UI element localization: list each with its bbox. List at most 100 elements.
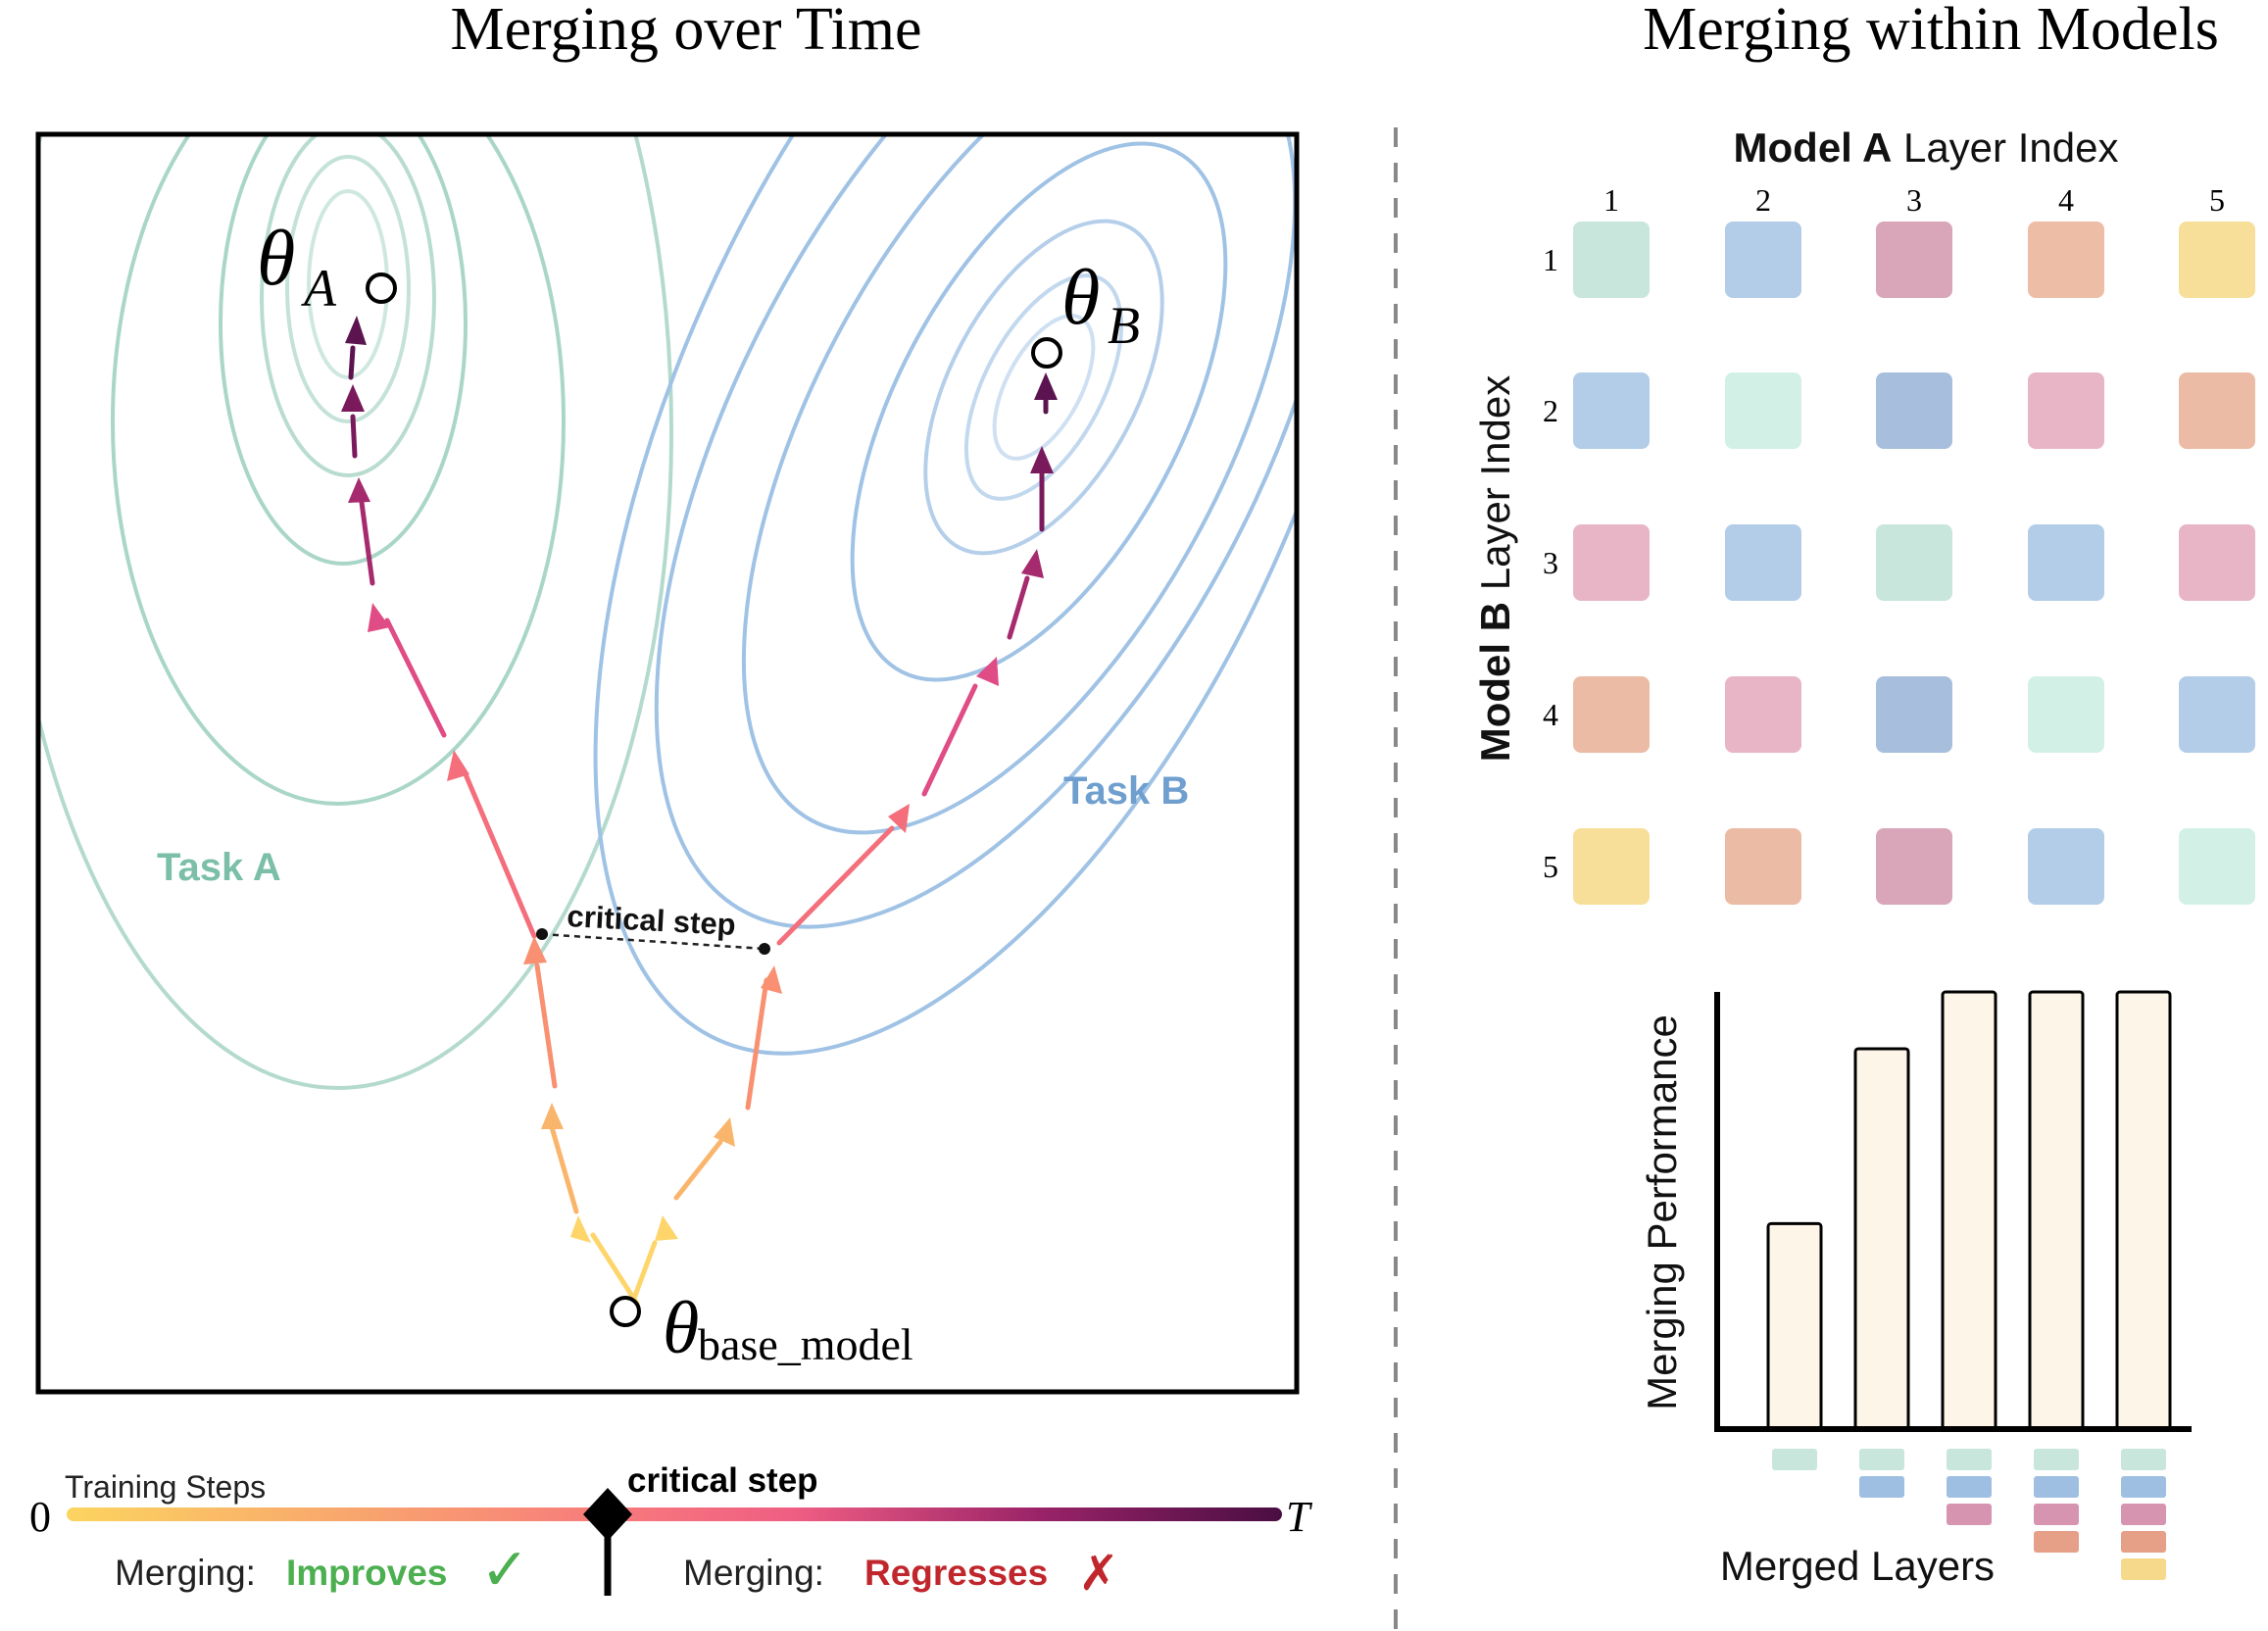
bar [1853, 1047, 1910, 1431]
task-b-label: Task B [1063, 769, 1189, 813]
task-a-label: Task A [157, 846, 281, 889]
layer-cell [1725, 524, 1801, 601]
chart-bars [1766, 990, 2172, 1431]
layer-cell [2179, 372, 2255, 449]
bar [2028, 990, 2085, 1431]
svg-text:base_model: base_model [698, 1319, 913, 1369]
layer-cell [2179, 828, 2255, 905]
timeline-critical-step-label: critical step [627, 1461, 818, 1500]
left-panel-title: Merging over Time [450, 0, 921, 63]
model-a-axis-label: Model A Layer Index [1734, 124, 2119, 171]
theta-b-point [1031, 337, 1062, 369]
row-index: 1 [1543, 242, 1558, 277]
row-index: 3 [1543, 545, 1558, 580]
layer-cell [1573, 524, 1650, 601]
layer-cell [2028, 524, 2104, 601]
svg-text:B: B [1108, 296, 1140, 355]
layer-cell [1876, 828, 1952, 905]
layer-swatch [2034, 1504, 2079, 1525]
trajectory-b-arrowheads [655, 372, 1058, 1241]
layer-swatch [1947, 1476, 1992, 1498]
layer-cell [1876, 676, 1952, 753]
merging-right-prefix: Merging: [683, 1553, 824, 1593]
layer-cell [1573, 676, 1650, 753]
layer-cell [1573, 222, 1650, 298]
row-index: 5 [1543, 849, 1558, 884]
layer-cell [2028, 372, 2104, 449]
svg-text:θ: θ [257, 216, 295, 302]
row-index: 2 [1543, 393, 1558, 428]
layer-cell [1725, 676, 1801, 753]
column-index: 5 [2209, 182, 2225, 218]
column-index: 3 [1906, 182, 1922, 218]
theta-b-label: θ B [1061, 255, 1140, 355]
merged-layer-swatches [1772, 1449, 2166, 1580]
layer-cell [1573, 372, 1650, 449]
svg-text:θ: θ [1061, 255, 1100, 341]
chart-y-label: Merging Performance [1639, 1014, 1685, 1410]
layer-cell [1725, 222, 1801, 298]
loss-landscape-frame [35, 131, 1300, 1395]
trajectory-a-arrowheads [341, 316, 591, 1243]
cross-icon: ✗ [1078, 1546, 1119, 1601]
bar [2115, 990, 2172, 1431]
layer-swatch [2121, 1449, 2166, 1470]
check-icon: ✓ [480, 1537, 529, 1603]
layer-swatch [2121, 1531, 2166, 1553]
critical-point-a [536, 928, 548, 940]
layer-cell [1573, 828, 1650, 905]
trajectory-b [590, 384, 1049, 1307]
theta-a-point [366, 272, 397, 304]
layer-swatch [2034, 1531, 2079, 1553]
row-indices: 1 2 3 4 5 [1543, 242, 1558, 884]
layer-swatch [1859, 1449, 1904, 1470]
layer-swatch [2121, 1504, 2166, 1525]
column-index: 4 [2058, 182, 2074, 218]
theta-base-point [610, 1296, 641, 1327]
layer-swatch [1772, 1449, 1817, 1470]
layer-swatch [2034, 1449, 2079, 1470]
merging-performance-chart: Merging Performance Merged Layers [1639, 990, 2192, 1589]
regresses-label: Regresses [864, 1553, 1048, 1593]
column-index: 2 [1755, 182, 1771, 218]
layer-cell [1725, 372, 1801, 449]
merging-left-prefix: Merging: [115, 1553, 256, 1593]
timeline-start-label: 0 [29, 1493, 51, 1541]
layer-swatch [1947, 1504, 1992, 1525]
trajectory-a [348, 345, 658, 1307]
chart-x-label: Merged Layers [1720, 1543, 1995, 1589]
layer-cell [1876, 222, 1952, 298]
column-indices: 1 2 3 4 5 [1603, 182, 2225, 218]
critical-step-connector [541, 932, 765, 951]
theta-a-label: θ A [257, 216, 337, 318]
layer-cell [1876, 372, 1952, 449]
row-index: 4 [1543, 697, 1558, 732]
bar [1941, 990, 1997, 1431]
layer-swatch [1947, 1449, 1992, 1470]
critical-step-label: critical step [567, 899, 737, 942]
theta-base-label: θ base_model [663, 1287, 913, 1369]
layer-swatch [1859, 1476, 1904, 1498]
timeline-end-label: T [1286, 1493, 1313, 1541]
layer-cell [1876, 524, 1952, 601]
layer-cell [2028, 222, 2104, 298]
layer-swatch [2121, 1558, 2166, 1580]
svg-text:A: A [301, 259, 337, 318]
layer-cell [1725, 828, 1801, 905]
task-b-contours [593, 134, 1297, 1056]
svg-text:θ: θ [663, 1287, 699, 1369]
loss-landscape [38, 134, 1297, 1307]
layer-cell [2179, 676, 2255, 753]
critical-step-marker-diamond [583, 1488, 632, 1541]
layer-cell [2179, 222, 2255, 298]
layer-swatch [2034, 1476, 2079, 1498]
timeline-axis-title: Training Steps [65, 1469, 266, 1505]
layer-grid [1573, 222, 2255, 905]
timeline-bar [67, 1507, 1282, 1521]
layer-cell [2179, 524, 2255, 601]
critical-point-b [759, 943, 770, 955]
layer-cell [2028, 828, 2104, 905]
task-a-contours [38, 134, 673, 1090]
improves-label: Improves [286, 1553, 448, 1593]
layer-cell [2028, 676, 2104, 753]
